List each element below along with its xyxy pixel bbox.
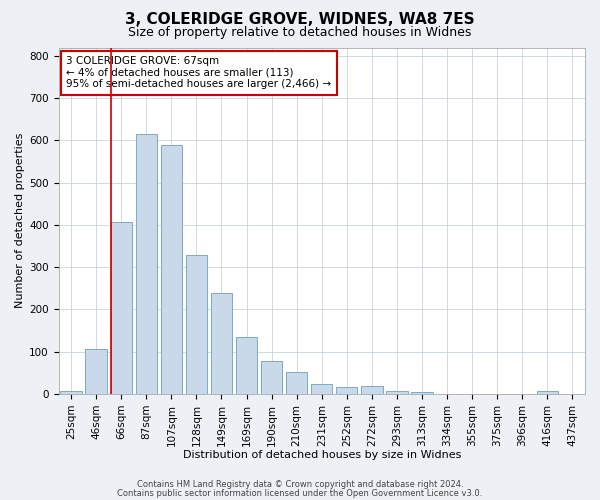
Bar	[61, 391, 82, 394]
Bar	[336, 387, 358, 394]
Bar	[412, 392, 433, 394]
Bar	[110, 222, 132, 394]
Bar	[161, 144, 182, 394]
Bar	[537, 390, 558, 394]
Bar	[211, 294, 232, 394]
X-axis label: Distribution of detached houses by size in Widnes: Distribution of detached houses by size …	[182, 450, 461, 460]
Bar	[311, 384, 332, 394]
Text: Size of property relative to detached houses in Widnes: Size of property relative to detached ho…	[128, 26, 472, 39]
Y-axis label: Number of detached properties: Number of detached properties	[15, 133, 25, 308]
Bar	[386, 390, 407, 394]
Bar	[136, 134, 157, 394]
Text: 3, COLERIDGE GROVE, WIDNES, WA8 7ES: 3, COLERIDGE GROVE, WIDNES, WA8 7ES	[125, 12, 475, 28]
Text: 3 COLERIDGE GROVE: 67sqm
← 4% of detached houses are smaller (113)
95% of semi-d: 3 COLERIDGE GROVE: 67sqm ← 4% of detache…	[67, 56, 332, 90]
Text: Contains public sector information licensed under the Open Government Licence v3: Contains public sector information licen…	[118, 489, 482, 498]
Bar	[186, 254, 207, 394]
Text: Contains HM Land Registry data © Crown copyright and database right 2024.: Contains HM Land Registry data © Crown c…	[137, 480, 463, 489]
Bar	[286, 372, 307, 394]
Bar	[85, 349, 107, 394]
Bar	[361, 386, 383, 394]
Bar	[236, 337, 257, 394]
Bar	[261, 361, 282, 394]
